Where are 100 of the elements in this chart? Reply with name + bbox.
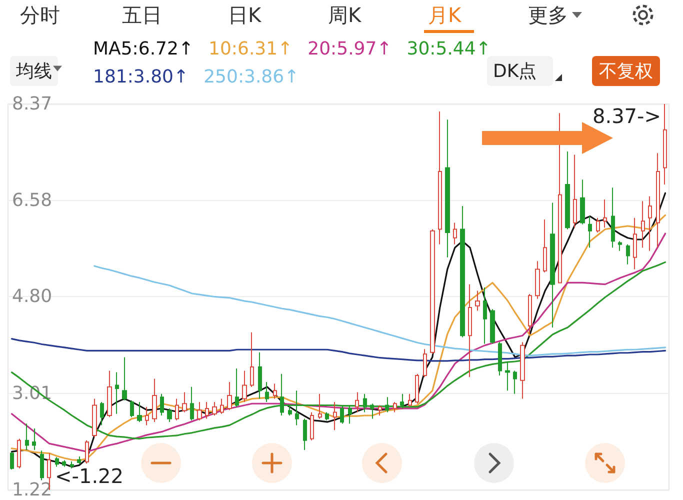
candlestick	[588, 216, 592, 248]
candlestick	[370, 403, 374, 420]
candlestick	[513, 370, 517, 394]
line-series	[10, 261, 666, 440]
candlestick	[558, 112, 562, 284]
text: 不复权	[592, 56, 660, 86]
candlestick	[385, 396, 389, 413]
candlestick	[445, 119, 450, 258]
candlestick	[333, 402, 337, 431]
y-tick-label: 1.22	[12, 480, 52, 500]
candlestick	[505, 362, 510, 392]
candlestick	[633, 217, 637, 270]
candlestick	[137, 402, 142, 422]
candlestick	[107, 370, 112, 418]
candlestick	[573, 154, 577, 228]
annotation: <-1.22	[55, 464, 124, 488]
candlestick	[258, 352, 262, 400]
text: 181:3.80↑	[93, 66, 189, 88]
text: 10:6.31↑	[208, 38, 293, 60]
candlestick	[175, 398, 179, 421]
candlestick	[641, 200, 645, 248]
candlestick	[438, 111, 442, 245]
candlestick	[280, 373, 284, 416]
candlestick	[55, 456, 59, 468]
candlestick	[550, 202, 555, 328]
text: 五日	[122, 2, 162, 29]
text: 30:5.44↑	[406, 38, 491, 60]
candlestick	[100, 402, 104, 426]
candlestick	[318, 393, 322, 420]
candlestick	[460, 206, 465, 338]
candlestick	[648, 196, 652, 252]
candlestick	[453, 222, 457, 245]
candlestick	[220, 398, 224, 414]
candlestick	[348, 404, 352, 424]
candlestick	[596, 217, 600, 233]
text: 均线	[10, 56, 58, 86]
candlestick	[393, 402, 397, 413]
candlestick	[618, 240, 622, 252]
candlestick	[611, 187, 615, 248]
candlestick	[85, 440, 89, 464]
line-series	[94, 265, 666, 356]
candlestick	[580, 179, 585, 225]
text: 月K	[428, 2, 462, 29]
text: 周K	[328, 2, 362, 29]
candlestick	[310, 412, 314, 441]
text: 250:3.86↑	[204, 66, 300, 88]
candlestick	[145, 406, 149, 426]
text: MA5:6.72↑	[93, 38, 194, 60]
text: 分时	[20, 2, 60, 29]
candlestick	[565, 151, 570, 230]
candlestick	[535, 260, 540, 300]
candlestick	[32, 428, 36, 451]
candlestick	[40, 450, 44, 481]
candlestick	[663, 104, 667, 185]
candlestick	[160, 393, 164, 416]
candlestick	[77, 456, 81, 465]
candlestick	[363, 393, 367, 413]
candlestick	[250, 332, 254, 388]
candlestick	[468, 284, 472, 378]
candlestick	[325, 412, 329, 421]
candlestick	[130, 400, 134, 418]
candlestick	[122, 356, 127, 401]
candlestick	[197, 402, 202, 421]
candlestick	[408, 393, 412, 408]
candlestick	[273, 383, 277, 400]
text: 日K	[228, 2, 262, 29]
candlestick	[483, 287, 487, 344]
candlestick	[340, 404, 344, 424]
y-tick-label: 6.58	[12, 190, 52, 212]
candlestick	[656, 152, 660, 248]
candlestick	[205, 402, 209, 420]
candlestick	[167, 408, 172, 422]
y-tick-label: 8.37	[12, 94, 52, 114]
candlestick	[190, 386, 194, 421]
candlestick	[498, 342, 502, 376]
candlestick	[10, 452, 14, 470]
candlestick	[235, 368, 239, 408]
candlestick	[475, 290, 480, 312]
candlestick	[490, 308, 495, 344]
candlestick	[25, 423, 29, 451]
candlestick	[17, 438, 21, 469]
text: 20:5.97↑	[308, 38, 392, 60]
candlestick	[242, 370, 247, 403]
line-series	[10, 338, 666, 362]
candlestick	[227, 382, 232, 411]
candlestick	[400, 393, 404, 409]
candlestick	[182, 392, 187, 413]
y-tick-label: 4.80	[12, 286, 52, 308]
candlestick	[528, 294, 532, 334]
annotation: 8.37->	[592, 104, 662, 128]
candlestick	[378, 404, 382, 416]
candlestick	[415, 373, 419, 404]
candlestick	[152, 378, 157, 422]
candlestick	[423, 348, 427, 378]
candlestick	[265, 382, 269, 403]
candlestick	[115, 372, 119, 414]
candlestick	[295, 390, 299, 426]
candlestick	[92, 398, 97, 438]
candlestick	[603, 199, 607, 228]
candlestick	[430, 228, 435, 354]
